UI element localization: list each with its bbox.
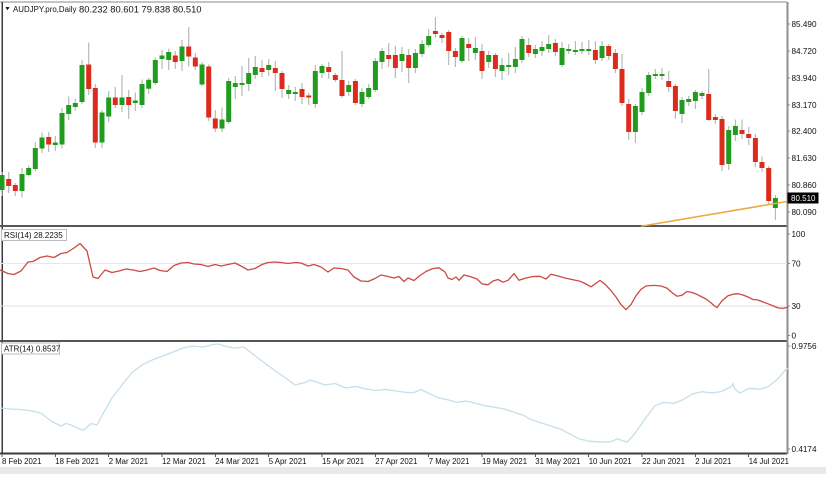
svg-text:84.720: 84.720: [792, 47, 817, 56]
svg-text:83.940: 83.940: [792, 74, 817, 83]
svg-text:85.490: 85.490: [792, 20, 817, 29]
svg-text:83.170: 83.170: [792, 101, 817, 110]
svg-text:10 Jun 2021: 10 Jun 2021: [589, 457, 632, 466]
svg-text:31 May 2021: 31 May 2021: [535, 457, 580, 466]
svg-text:81.630: 81.630: [792, 154, 817, 163]
svg-text:15 Apr 2021: 15 Apr 2021: [322, 457, 364, 466]
svg-text:RSI(14) 28.2235: RSI(14) 28.2235: [4, 231, 63, 240]
svg-text:82.400: 82.400: [792, 127, 817, 136]
svg-text:80.860: 80.860: [792, 181, 817, 190]
svg-text:24 Mar 2021: 24 Mar 2021: [215, 457, 259, 466]
svg-text:12 Mar 2021: 12 Mar 2021: [162, 457, 206, 466]
svg-text:2 Jul 2021: 2 Jul 2021: [695, 457, 731, 466]
svg-text:100: 100: [792, 230, 806, 239]
svg-text:AUDJPY.pro,Daily: AUDJPY.pro,Daily: [13, 5, 76, 14]
svg-text:14 Jul 2021: 14 Jul 2021: [749, 457, 789, 466]
svg-text:80.232 80.601 79.838 80.510: 80.232 80.601 79.838 80.510: [79, 4, 202, 15]
svg-text:70: 70: [792, 259, 802, 268]
svg-text:7 May 2021: 7 May 2021: [429, 457, 470, 466]
svg-text:0.9756: 0.9756: [792, 342, 817, 351]
svg-text:2 Mar 2021: 2 Mar 2021: [109, 457, 148, 466]
svg-text:80.090: 80.090: [792, 208, 817, 217]
svg-text:ATR(14) 0.8537: ATR(14) 0.8537: [4, 345, 61, 354]
svg-text:18 Feb 2021: 18 Feb 2021: [55, 457, 99, 466]
svg-text:27 Apr 2021: 27 Apr 2021: [375, 457, 417, 466]
svg-text:80.510: 80.510: [791, 194, 816, 203]
svg-text:0: 0: [792, 331, 797, 340]
svg-text:8 Feb 2021: 8 Feb 2021: [2, 457, 41, 466]
svg-text:22 Jun 2021: 22 Jun 2021: [642, 457, 685, 466]
svg-text:5 Apr 2021: 5 Apr 2021: [269, 457, 307, 466]
svg-text:19 May 2021: 19 May 2021: [482, 457, 527, 466]
svg-text:30: 30: [792, 302, 802, 311]
svg-text:0.4174: 0.4174: [792, 445, 817, 454]
